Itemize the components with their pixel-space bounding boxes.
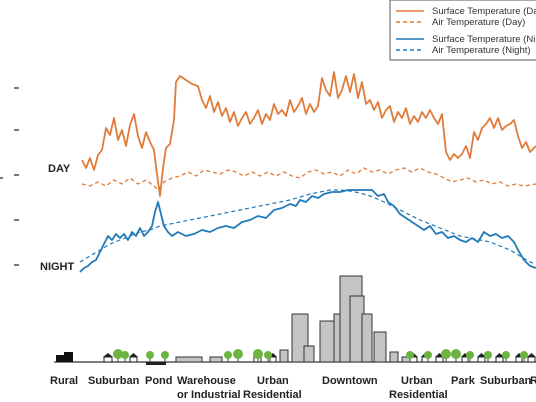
legend-label-surface-night: Surface Temperature (Ni [432,34,535,45]
zone-label-urban-right: Urban [401,375,433,387]
tree [520,351,528,359]
zone-label-downtown: Downtown [322,375,378,387]
tree [224,351,232,359]
house [129,356,138,363]
tree [253,349,263,359]
tree [121,351,129,359]
day-label: DAY [48,163,71,175]
tree [441,349,451,359]
tree [146,351,154,359]
zone-label-residential-left: Residential [243,389,302,401]
surface-temperature-day-line [81,71,536,197]
surface-temperature-night-line [79,189,536,273]
building [361,313,373,363]
tree [484,351,492,359]
zone-label-pond: Pond [145,375,173,387]
legend: Surface Temperature (Da Air Temperature … [389,0,536,61]
tree [424,351,432,359]
building [175,356,203,363]
pond [146,362,166,365]
zone-labels: Rural Suburban Pond Warehouse or Industr… [50,375,536,401]
legend-label-surface-day: Surface Temperature (Da [432,6,536,17]
silo [64,352,73,362]
building [303,345,315,363]
tree [502,351,510,359]
house-roof [495,353,504,357]
house-roof [129,353,138,357]
house [103,356,113,363]
city-profile [56,275,536,365]
building [209,356,223,363]
house-roof [527,353,536,357]
tree [233,349,243,359]
tree [466,351,474,359]
house [527,356,536,363]
tree [406,351,414,359]
house-roof [477,353,486,357]
zone-label-suburban-right: Suburban [480,375,532,387]
building [319,320,335,363]
building [389,351,399,363]
legend-label-air-day: Air Temperature (Day) [432,17,525,28]
zone-label-industrial: or Industrial [177,389,241,401]
tree [161,351,169,359]
legend-label-air-night: Air Temperature (Night) [432,45,531,56]
house [435,356,444,363]
zone-label-residential-right: Residential [389,389,448,401]
y-axis-ticks [0,87,19,266]
tree [451,349,461,359]
house [477,356,486,363]
house-roof [103,353,113,357]
building [279,349,289,363]
legend-box [389,0,536,61]
house [495,356,504,363]
zone-label-suburban-left: Suburban [88,375,140,387]
barn [56,355,64,362]
tree [264,351,272,359]
zone-label-urban-left: Urban [257,375,289,387]
zone-label-rural: Rural [50,375,78,387]
zone-label-cut: R [530,375,536,387]
zone-label-warehouse: Warehouse [177,375,236,387]
air-temperature-day-line [81,167,536,191]
building [373,331,387,363]
air-temperature-night-line [79,189,536,265]
tree [113,349,123,359]
night-label: NIGHT [40,261,75,273]
zone-label-park: Park [451,375,476,387]
